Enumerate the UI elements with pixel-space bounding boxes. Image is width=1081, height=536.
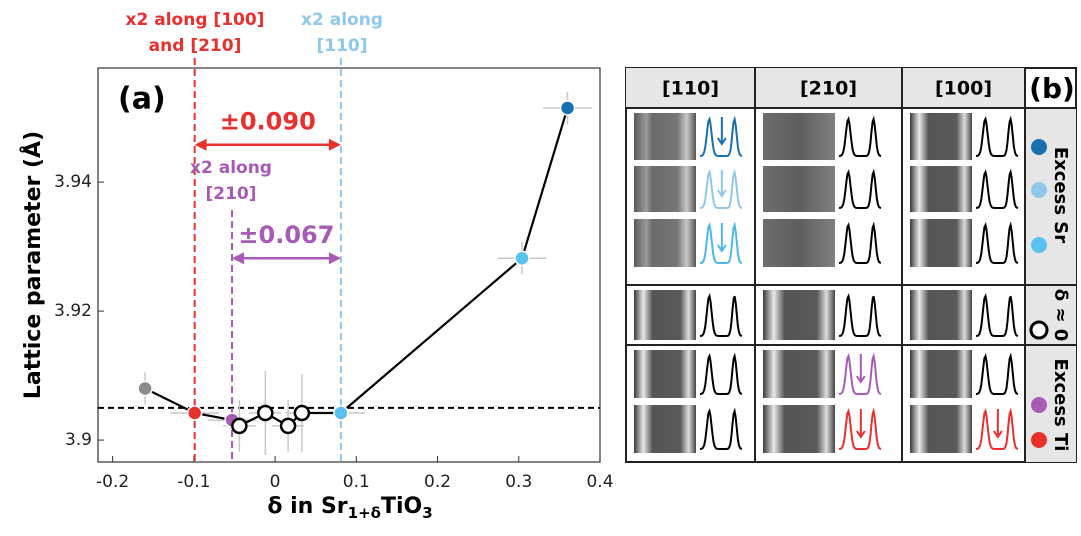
data-point [231, 417, 248, 435]
intensity-profile [975, 115, 1019, 157]
y-tick-label: 3.94 [54, 172, 92, 192]
legend-dot [1031, 139, 1047, 155]
data-line [144, 107, 569, 428]
diffraction-image [634, 290, 696, 340]
legend-dot [1031, 182, 1047, 198]
intensity-profile [975, 407, 1019, 450]
arrow [993, 409, 1003, 439]
diffraction-image [634, 405, 696, 453]
span-label: ±0.090 [220, 108, 316, 136]
intensity-profile [699, 115, 743, 157]
x-tick-label: 0.4 [586, 472, 613, 492]
intensity-profile [699, 407, 743, 450]
x-axis-label: δ in Sr1+δTiO3 [267, 494, 432, 522]
column-header: [100] [935, 78, 992, 100]
data-point [137, 380, 153, 397]
column-header: [210] [800, 78, 857, 100]
x-tick-label: -0.2 [96, 472, 129, 492]
intensity-profile [975, 352, 1019, 395]
diffraction-image [634, 219, 696, 267]
diffraction-image [763, 350, 835, 398]
panel-b: [110] [210] [100] (b) Excess Sr δ ≈ 0 Excess T… [625, 67, 1077, 463]
legend-dot [1031, 432, 1047, 448]
annotation: [110] [316, 36, 367, 56]
x-axis-label-part: TiO [381, 494, 422, 519]
diffraction-image [634, 113, 696, 160]
row-label: Excess Ti [1050, 359, 1071, 452]
diffraction-image [910, 405, 972, 453]
y-axis-label: Lattice parameter (Å) [20, 131, 46, 399]
intensity-profile [975, 293, 1019, 337]
arrow [856, 409, 866, 439]
legend-dot [1029, 320, 1049, 340]
arrow [856, 354, 866, 384]
annotation: x2 along [301, 10, 383, 30]
intensity-profile [699, 168, 743, 209]
annotation: and [210] [149, 36, 242, 56]
x-tick-label: 0.3 [505, 472, 532, 492]
legend-dot [1031, 237, 1047, 253]
intensity-profile [699, 352, 743, 395]
data-point [333, 405, 349, 421]
row-label: Excess Sr [1050, 147, 1071, 243]
panel-title: (a) [118, 82, 166, 117]
plot-frame [97, 67, 601, 463]
annotation: x2 along [190, 158, 272, 178]
header-bg [626, 68, 1025, 108]
data-point [293, 404, 311, 422]
intensity-profile [975, 168, 1019, 209]
diffraction-image [763, 405, 835, 453]
annotation: [210] [205, 184, 256, 204]
x-tick-label: -0.1 [177, 472, 210, 492]
intensity-profile [838, 407, 882, 450]
arrow [717, 223, 727, 253]
y-tick-label: 3.92 [54, 301, 92, 321]
x-tick-label: 0.1 [343, 472, 370, 492]
intensity-profile [975, 221, 1019, 264]
data-point [257, 404, 274, 422]
data-point [514, 250, 530, 266]
intensity-profile [838, 115, 882, 157]
intensity-profile [699, 221, 743, 264]
x-tick-label: 0 [270, 472, 281, 492]
panel-title: (b) [1029, 72, 1075, 105]
arrow [717, 170, 727, 198]
x-axis-label-part: 3 [422, 504, 432, 522]
span-label: ±0.067 [238, 221, 334, 249]
diffraction-image [763, 219, 835, 267]
column-header: [110] [662, 78, 719, 100]
intensity-profile [838, 352, 882, 395]
arrow-head [232, 252, 341, 265]
intensity-profile [838, 168, 882, 209]
x-axis-label-part: 1+δ [348, 504, 381, 522]
annotation: x2 along [100] [126, 10, 265, 30]
data-point [186, 405, 203, 421]
data-point [279, 417, 297, 435]
diffraction-image [763, 290, 835, 340]
diffraction-image [910, 166, 972, 212]
x-tick-label: 0.2 [424, 472, 451, 492]
data-point [559, 100, 576, 116]
row-label: δ ≈ 0 [1050, 289, 1071, 342]
diffraction-image [763, 166, 835, 212]
intensity-profile [699, 293, 743, 337]
diffraction-image [910, 113, 972, 160]
arrow [717, 117, 727, 146]
diffraction-image [763, 113, 835, 160]
intensity-profile [838, 293, 882, 337]
x-axis-label-part: δ in Sr [267, 494, 347, 519]
diffraction-image [634, 166, 696, 212]
diffraction-image [910, 290, 972, 340]
diffraction-image [910, 350, 972, 398]
y-tick-label: 3.9 [65, 430, 92, 450]
diffraction-image [634, 350, 696, 398]
diffraction-image [910, 219, 972, 267]
intensity-profile [838, 221, 882, 264]
legend-dot [1031, 397, 1047, 413]
